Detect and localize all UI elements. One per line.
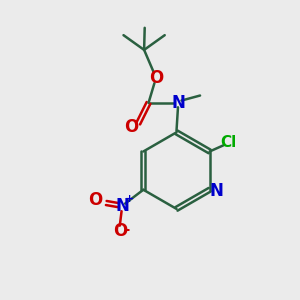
Text: +: + — [125, 194, 134, 204]
Text: O: O — [149, 69, 163, 87]
Text: -: - — [123, 222, 130, 237]
Text: N: N — [171, 94, 185, 112]
Text: N: N — [115, 197, 129, 215]
Text: N: N — [209, 182, 223, 200]
Text: O: O — [88, 191, 103, 209]
Text: O: O — [113, 222, 127, 240]
Text: O: O — [124, 118, 139, 136]
Text: Cl: Cl — [221, 135, 237, 150]
